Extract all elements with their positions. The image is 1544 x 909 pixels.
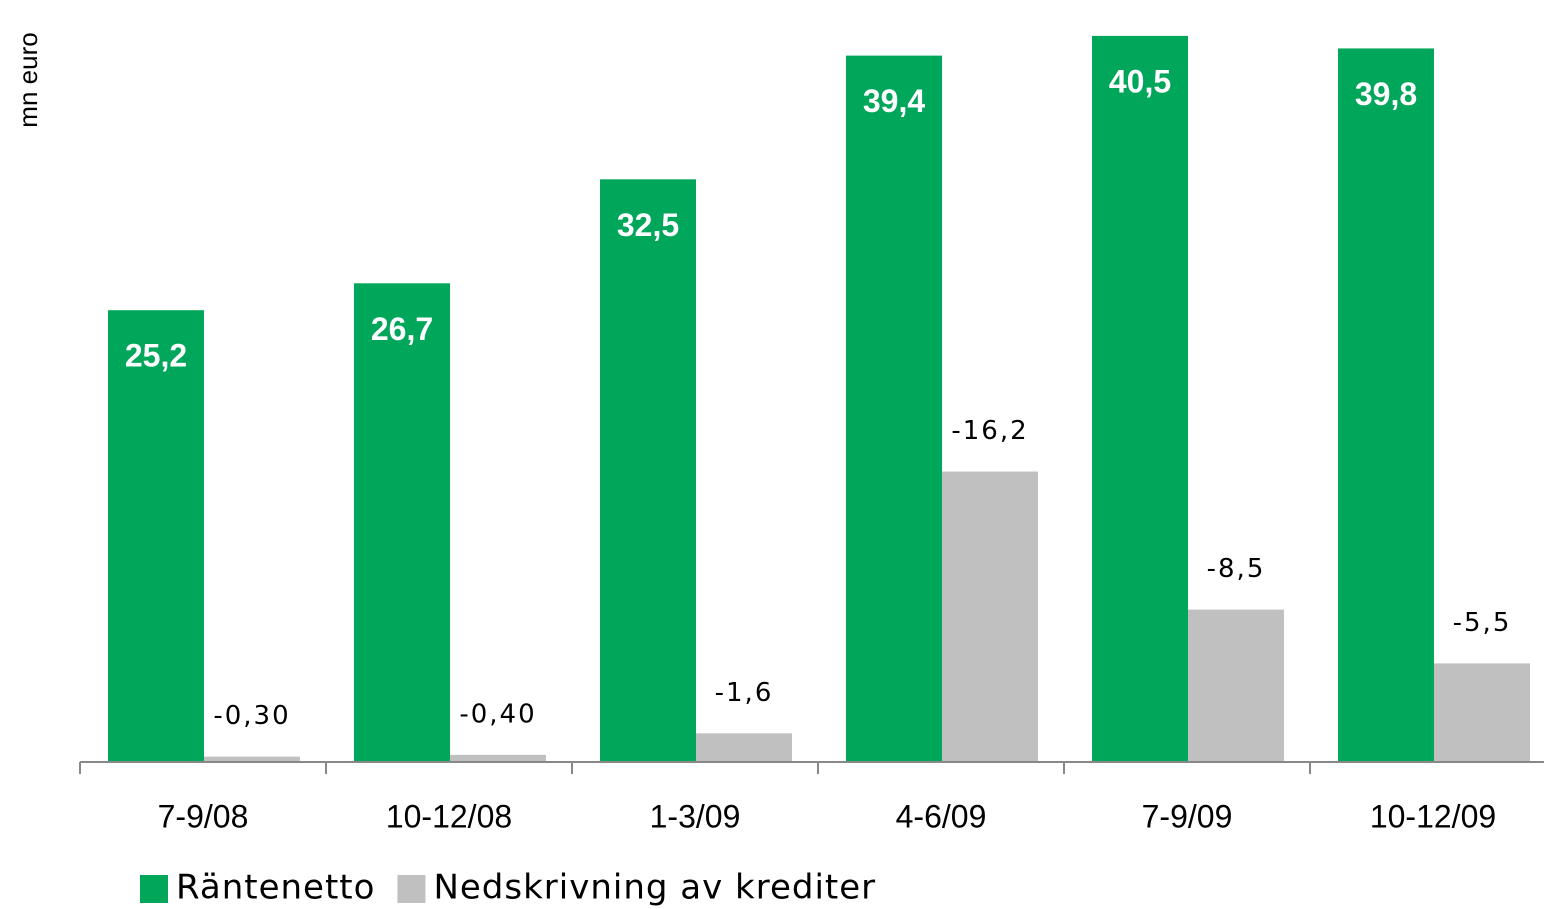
legend-label: Räntenetto bbox=[176, 868, 375, 908]
bar bbox=[1434, 663, 1530, 762]
value-label: 39,8 bbox=[1355, 76, 1417, 112]
value-label: 26,7 bbox=[371, 311, 433, 347]
legend-swatch bbox=[397, 875, 426, 903]
x-tick-label: 7-9/08 bbox=[158, 798, 249, 834]
x-tick-label: 1-3/09 bbox=[650, 798, 741, 834]
value-label: 25,2 bbox=[125, 338, 187, 374]
bar bbox=[1338, 48, 1434, 762]
value-label: -0,40 bbox=[459, 699, 536, 729]
legend-swatch bbox=[140, 875, 168, 903]
bar bbox=[108, 310, 204, 762]
y-axis-label: mn euro bbox=[13, 32, 43, 127]
bar bbox=[1092, 35, 1188, 762]
x-tick-label: 10-12/08 bbox=[386, 798, 512, 834]
bar bbox=[1188, 609, 1284, 762]
legend-label: Nedskrivning av krediter bbox=[433, 868, 876, 908]
value-label: -8,5 bbox=[1207, 554, 1266, 584]
value-label: -1,6 bbox=[715, 678, 774, 708]
value-label: 40,5 bbox=[1109, 63, 1171, 99]
bar bbox=[942, 471, 1038, 762]
x-tick-label: 7-9/09 bbox=[1142, 798, 1233, 834]
value-label: -16,2 bbox=[951, 416, 1028, 446]
bar bbox=[354, 283, 450, 762]
bar bbox=[450, 754, 546, 762]
bar bbox=[600, 179, 696, 763]
value-label: 39,4 bbox=[863, 83, 925, 119]
bar bbox=[204, 756, 300, 762]
bar bbox=[846, 55, 942, 763]
value-label: -0,30 bbox=[213, 701, 290, 731]
value-label: 32,5 bbox=[617, 207, 679, 243]
x-tick-label: 4-6/09 bbox=[896, 798, 987, 834]
bar bbox=[696, 733, 792, 762]
x-tick-label: 10-12/09 bbox=[1370, 798, 1496, 834]
value-label: -5,5 bbox=[1453, 608, 1512, 638]
